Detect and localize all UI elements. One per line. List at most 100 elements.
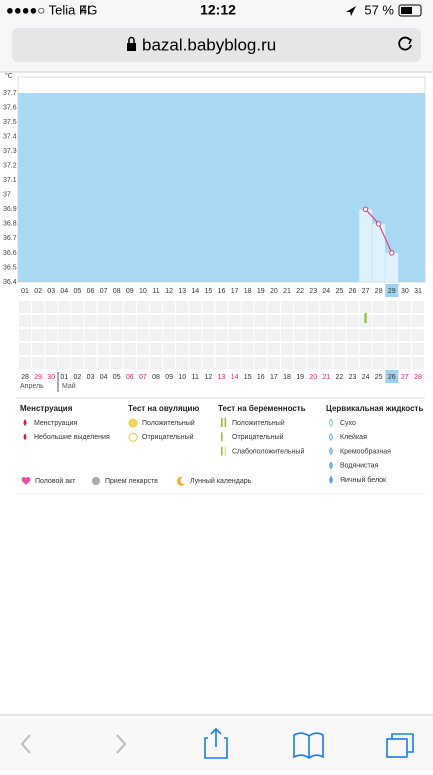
x-tick-label: 12 <box>165 288 173 295</box>
symbol-cell <box>163 357 176 369</box>
symbol-cell <box>110 357 123 369</box>
tabs-button[interactable] <box>386 738 408 758</box>
x-tick-label: 15 <box>205 288 213 295</box>
symbol-cell <box>254 301 267 313</box>
x-tick-label: 08 <box>113 288 121 295</box>
x-tick-label: 18 <box>244 288 252 295</box>
symbol-cell <box>189 315 202 327</box>
symbol-cell <box>333 315 346 327</box>
symbol-cell <box>189 357 202 369</box>
forward-button[interactable] <box>116 734 127 754</box>
y-tick-label: 36.6 <box>3 250 17 257</box>
symbol-cell <box>228 357 241 369</box>
symbol-cell <box>294 329 307 341</box>
symbol-cell <box>241 315 254 327</box>
symbol-cell <box>333 343 346 355</box>
symbol-cell <box>385 357 398 369</box>
y-tick-label: 37.1 <box>3 177 17 184</box>
lock-shackle <box>128 36 135 43</box>
symbol-cell <box>359 301 372 313</box>
share-button[interactable] <box>204 727 228 759</box>
symbol-cell <box>32 315 45 327</box>
x-tick-label: 31 <box>414 288 422 295</box>
symbol-cell <box>346 357 359 369</box>
url[interactable]: bazal.babyblog.ru <box>142 35 276 54</box>
symbol-cell <box>189 343 202 355</box>
reload[interactable] <box>398 36 412 51</box>
x-tick-label: 01 <box>21 288 29 295</box>
symbol-cell <box>58 301 71 313</box>
symbol-cell <box>294 357 307 369</box>
date-label: 30 <box>47 374 55 381</box>
date-label: 24 <box>362 374 370 381</box>
date-label: 29 <box>34 374 42 381</box>
x-tick-label: 26 <box>349 288 357 295</box>
symbol-cell <box>267 301 280 313</box>
date-label: 15 <box>244 374 252 381</box>
network: 4G <box>80 2 97 17</box>
symbol-cell <box>150 315 162 327</box>
legend-item: Отрицательный <box>142 433 194 441</box>
legend-item: Положительный <box>142 419 195 427</box>
symbol-cell <box>45 329 58 341</box>
symbol-cell <box>176 343 189 355</box>
symbol-cell <box>359 329 372 341</box>
date-label: 23 <box>349 374 357 381</box>
legend-item: Кремообразная <box>340 447 391 455</box>
symbol-cell <box>241 329 254 341</box>
symbol-cell <box>163 329 176 341</box>
legend-item: Водянистая <box>340 463 379 470</box>
date-label: 14 <box>231 374 239 381</box>
symbol-cell <box>228 315 241 327</box>
symbol-cell <box>254 357 267 369</box>
y-tick-label: 37 <box>3 192 11 199</box>
legend-icon <box>92 477 100 485</box>
x-tick-label: 16 <box>218 288 226 295</box>
x-tick-label: 09 <box>126 288 134 295</box>
symbol-cell <box>294 301 307 313</box>
symbol-cell <box>333 357 346 369</box>
symbol-cell <box>215 343 228 355</box>
symbol-cell <box>412 343 424 355</box>
date-label: 08 <box>152 374 160 381</box>
date-label: 22 <box>336 374 344 381</box>
url-field[interactable] <box>12 28 421 62</box>
y-tick-label: 37.3 <box>3 148 17 155</box>
symbol-cell <box>32 343 45 355</box>
symbol-cell <box>71 357 84 369</box>
date-label: 18 <box>283 374 291 381</box>
symbol-cell <box>359 357 372 369</box>
legend-icon <box>21 476 31 485</box>
symbol-cell <box>320 329 333 341</box>
bookmarks-button[interactable] <box>293 732 324 759</box>
date-label: 01 <box>60 374 68 381</box>
symbol-cell <box>202 343 215 355</box>
legend-icon <box>221 446 223 456</box>
symbol-cell <box>19 301 31 313</box>
date-label: 20 <box>309 374 317 381</box>
symbol-cell <box>228 343 241 355</box>
y-tick-label: 37.6 <box>3 104 17 111</box>
legend-title: Тест на овуляцию <box>128 404 199 413</box>
x-tick-label: 29 <box>388 288 396 295</box>
symbol-cell <box>32 357 45 369</box>
date-label: 27 <box>401 374 409 381</box>
x-tick-label: 14 <box>191 288 199 295</box>
symbol-cell <box>202 329 215 341</box>
symbol-cell <box>398 343 411 355</box>
back-button[interactable] <box>20 734 31 754</box>
y-tick-label: 36.4 <box>3 279 17 286</box>
date-label: 26 <box>388 374 396 381</box>
date-label: 19 <box>296 374 304 381</box>
symbol-cell <box>202 315 215 327</box>
symbol-cell <box>385 329 398 341</box>
symbol-cell <box>110 343 123 355</box>
symbol-cell <box>45 357 58 369</box>
legend-icon <box>224 418 227 427</box>
x-tick-label: 04 <box>60 288 68 295</box>
symbol-cell <box>320 315 333 327</box>
x-tick-label: 13 <box>178 288 186 295</box>
legend-item: Сухо <box>340 420 356 427</box>
battery-text: 57 % <box>364 2 394 17</box>
